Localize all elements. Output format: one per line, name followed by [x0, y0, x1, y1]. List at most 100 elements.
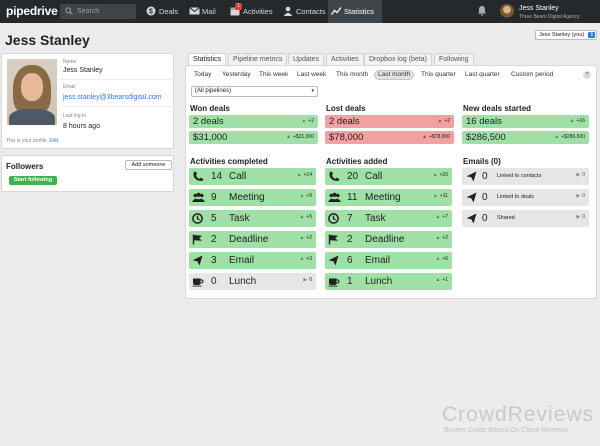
period-last-quarter[interactable]: Last quarter [465, 71, 500, 78]
search-placeholder: Search [77, 8, 100, 15]
activity-row-email[interactable]: 6 Email ▲ +6 [325, 252, 452, 269]
activity-count: 7 [347, 213, 353, 224]
activity-row-lunch[interactable]: 1 Lunch ▲ +1 [325, 273, 452, 290]
add-follower-button[interactable]: Add someone [125, 160, 172, 170]
trend-up-icon: ▲ [569, 118, 575, 124]
period-this-week[interactable]: This week [259, 71, 289, 78]
pipeline-select[interactable]: (All pipelines) ▾ [191, 86, 318, 97]
period-this-quarter[interactable]: This quarter [421, 71, 456, 78]
won-value: $31,000 [193, 132, 228, 143]
lost-deals-value[interactable]: $78,000 ▲ +$78,000 [325, 131, 454, 144]
trend-up-icon: ▲ [286, 134, 291, 140]
activity-row-deadline[interactable]: 2 Deadline ▲ +2 [325, 231, 452, 248]
email-label: Shared [497, 215, 515, 221]
trend-flat-icon: ▶ [576, 172, 581, 178]
tab-following[interactable]: Following [434, 53, 474, 65]
tab-activities[interactable]: Activities [326, 53, 364, 65]
trend-flat-icon: ▶ [576, 193, 581, 199]
activity-count: 2 [347, 234, 353, 245]
activity-row-call[interactable]: 14 Call ▲ +14 [189, 168, 316, 185]
lost-value-delta: +$78,000 [429, 134, 450, 140]
tab-pipeline-metrics[interactable]: Pipeline metrics [228, 53, 288, 65]
start-following-button[interactable]: Start following [9, 176, 57, 185]
edit-profile-link[interactable]: Edit [49, 138, 58, 144]
tab-statistics[interactable]: Statistics [188, 53, 227, 65]
activity-row-meeting[interactable]: 11 Meeting ▲ +11 [325, 189, 452, 206]
trend-up-icon: ▲ [432, 193, 438, 199]
send-icon [466, 213, 477, 224]
nav-activities[interactable]: 1 Activities [227, 0, 275, 23]
trend-up-icon: ▲ [435, 235, 441, 241]
activity-label: Lunch [229, 276, 257, 287]
tab-dropbox-log[interactable]: Dropbox log (beta) [364, 53, 432, 65]
bell-icon[interactable] [477, 5, 487, 16]
nav-mail-label: Mail [202, 7, 216, 16]
period-this-month[interactable]: This month [336, 71, 369, 78]
name-label: Name [63, 59, 77, 65]
period-last-week[interactable]: Last week [297, 71, 327, 78]
new-deals-title: New deals started [463, 104, 532, 113]
activity-row-task[interactable]: 5 Task ▲ +5 [189, 210, 316, 227]
pipeline-select-value: (All pipelines) [195, 88, 232, 94]
new-deals-value[interactable]: $286,500 ▲ +$286,500 [462, 131, 589, 144]
email-count: 0 [482, 192, 488, 203]
user-select[interactable]: Jess Stanley (you) ⇕ [535, 30, 598, 40]
period-yesterday[interactable]: Yesterday [222, 71, 251, 78]
nav-contacts[interactable]: Contacts [280, 0, 326, 23]
email-row-shared[interactable]: 0 Shared ▶ 0 [462, 210, 589, 227]
new-deals-count[interactable]: 16 deals ▲ +16 [462, 115, 589, 128]
won-value-delta: +$31,000 [293, 134, 314, 140]
clock-icon [192, 213, 204, 224]
activity-row-call[interactable]: 20 Call ▲ +20 [325, 168, 452, 185]
won-deals-value[interactable]: $31,000 ▲ +$31,000 [189, 131, 318, 144]
trend-up-icon: ▲ [299, 235, 305, 241]
email-row-linked-to-deals[interactable]: 0 Linked to deals ▶ 0 [462, 189, 589, 206]
trend-up-icon: ▲ [435, 277, 441, 283]
email-link[interactable]: jess.stanley@3bearsdigital.com [63, 94, 162, 101]
user-select-value: Jess Stanley (you) [539, 32, 585, 38]
activity-row-task[interactable]: 7 Task ▲ +7 [325, 210, 452, 227]
chevron-down-icon: ⇕ [588, 32, 596, 38]
trend-up-icon: ▲ [299, 214, 305, 220]
activity-delta: +3 [306, 256, 312, 262]
user-menu[interactable]: Jess Stanley Three Bears Digital Agency [497, 2, 600, 21]
activity-count: 3 [211, 255, 217, 266]
activity-count: 20 [347, 171, 359, 182]
top-navigation-bar: pipedrive Search $ Deals Mail 1 Activiti… [0, 0, 600, 23]
activity-delta: +11 [439, 193, 448, 199]
period-custom[interactable]: Custom period [511, 71, 554, 78]
search-input[interactable]: Search [60, 4, 136, 19]
tab-updates[interactable]: Updates [288, 53, 325, 65]
nav-mail[interactable]: Mail [186, 0, 222, 23]
activity-label: Call [229, 171, 247, 182]
won-deals-count[interactable]: 2 deals ▲ +2 [189, 115, 318, 128]
activity-label: Lunch [365, 276, 393, 287]
email-label: Linked to deals [497, 194, 534, 200]
help-icon[interactable]: ? [583, 71, 591, 79]
trend-flat-icon: ▶ [576, 214, 581, 220]
new-value: $286,500 [466, 132, 506, 143]
activity-row-deadline[interactable]: 2 Deadline ▲ +2 [189, 231, 316, 248]
cup-icon [328, 276, 340, 287]
chevron-down-icon: ▾ [311, 88, 314, 94]
period-last-month[interactable]: Last month [374, 70, 415, 80]
new-count-delta: +16 [576, 118, 585, 124]
pipedrive-logo[interactable]: pipedrive [6, 4, 58, 18]
nav-deals[interactable]: $ Deals [143, 0, 183, 23]
activity-delta: +14 [303, 172, 312, 178]
profile-card: Name Jess Stanley Email jess.stanley@3be… [1, 53, 174, 149]
period-today[interactable]: Today [194, 71, 212, 78]
activity-count: 9 [211, 192, 217, 203]
activity-row-email[interactable]: 3 Email ▲ +3 [189, 252, 316, 269]
flag-icon [192, 234, 204, 245]
search-icon [65, 7, 73, 15]
phone-icon [192, 171, 204, 182]
activity-label: Deadline [229, 234, 269, 245]
activity-delta: +2 [306, 235, 312, 241]
nav-statistics[interactable]: Statistics [328, 0, 382, 23]
email-row-linked-to-contacts[interactable]: 0 Linked to contacts ▶ 0 [462, 168, 589, 185]
activity-row-meeting[interactable]: 9 Meeting ▲ +9 [189, 189, 316, 206]
nav-statistics-label: Statistics [344, 7, 375, 16]
lost-deals-count[interactable]: 2 deals ▲ +2 [325, 115, 454, 128]
activity-row-lunch[interactable]: 0 Lunch ▶ 0 [189, 273, 316, 290]
